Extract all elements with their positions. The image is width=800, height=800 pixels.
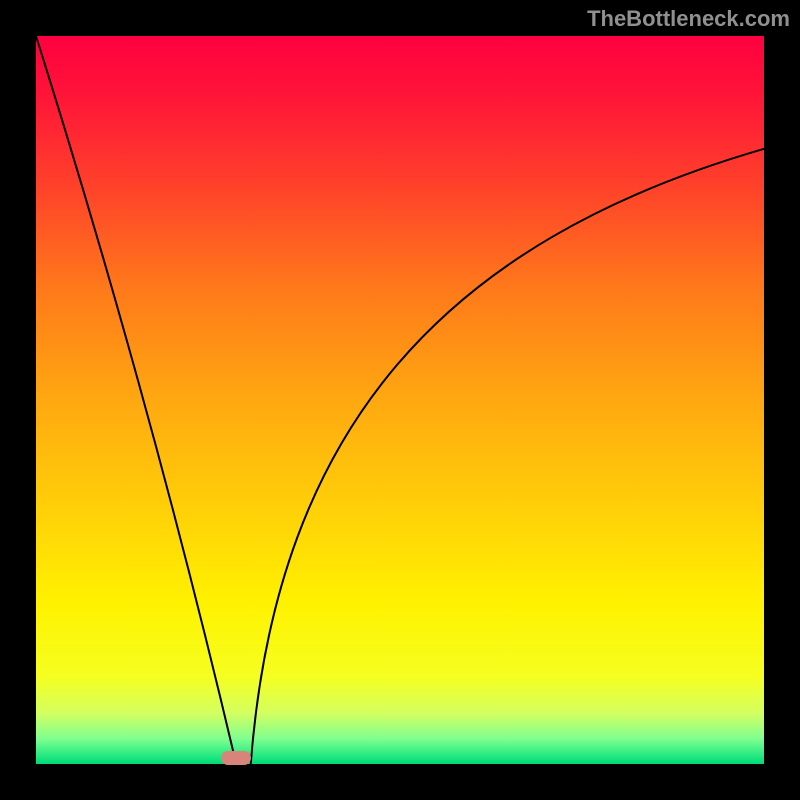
curve-left-branch [36,36,236,764]
plot-area [36,36,764,764]
bottleneck-curve [36,36,764,764]
watermark-text: TheBottleneck.com [587,6,790,32]
curve-right-branch [251,149,764,764]
minimum-marker [221,751,251,765]
